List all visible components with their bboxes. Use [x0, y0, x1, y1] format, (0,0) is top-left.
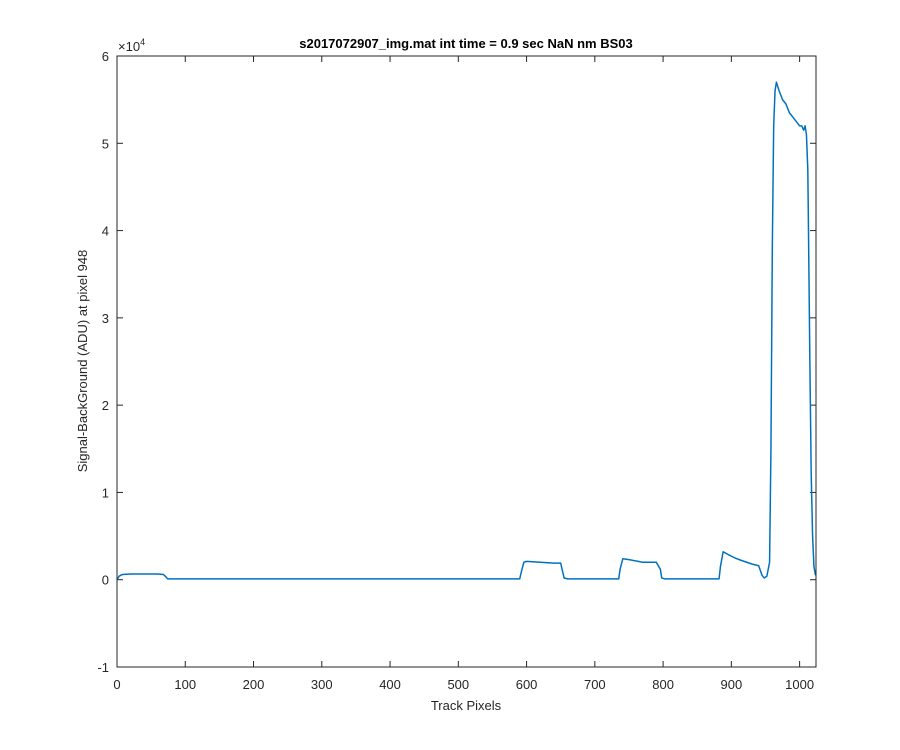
- x-tick-label: 400: [379, 677, 401, 692]
- y-axis-ticks: -1 0 1 2 3 4 5 6: [97, 49, 816, 675]
- y-axis-exponent-power: 4: [140, 37, 145, 47]
- x-tick-label: 500: [447, 677, 469, 692]
- series-layer: [116, 81, 817, 581]
- plot-area-background: [117, 56, 816, 667]
- y-axis-exponent: ×104: [118, 37, 145, 54]
- x-tick-label: 0: [113, 677, 120, 692]
- x-tick-label: 200: [243, 677, 265, 692]
- y-tick-label: 4: [102, 224, 109, 239]
- chart-title: s2017072907_img.mat int time = 0.9 sec N…: [299, 36, 633, 51]
- x-tick-label: 900: [721, 677, 743, 692]
- plot-area-border: [116, 55, 817, 668]
- y-tick-label: -1: [97, 660, 109, 675]
- x-tick-label: 700: [584, 677, 606, 692]
- y-tick-label: 3: [102, 311, 109, 326]
- x-tick-label: 300: [311, 677, 333, 692]
- y-tick-label: 1: [102, 485, 109, 500]
- x-tick-label: 1000: [785, 677, 814, 692]
- x-axis-ticks: 0 100 200 300 400 500 600 700 800 900 1000: [113, 56, 814, 692]
- y-tick-label: 5: [102, 136, 109, 151]
- x-axis-label: Track Pixels: [431, 698, 502, 713]
- y-tick-label: 0: [102, 573, 109, 588]
- y-axis-label: Signal-BackGround (ADU) at pixel 948: [75, 250, 90, 473]
- y-tick-label: 6: [102, 49, 109, 64]
- y-axis-exponent-base: ×10: [118, 39, 140, 54]
- x-tick-label: 100: [174, 677, 196, 692]
- x-tick-label: 600: [516, 677, 538, 692]
- series-line: [116, 81, 817, 581]
- x-tick-label: 800: [652, 677, 674, 692]
- y-tick-label: 2: [102, 398, 109, 413]
